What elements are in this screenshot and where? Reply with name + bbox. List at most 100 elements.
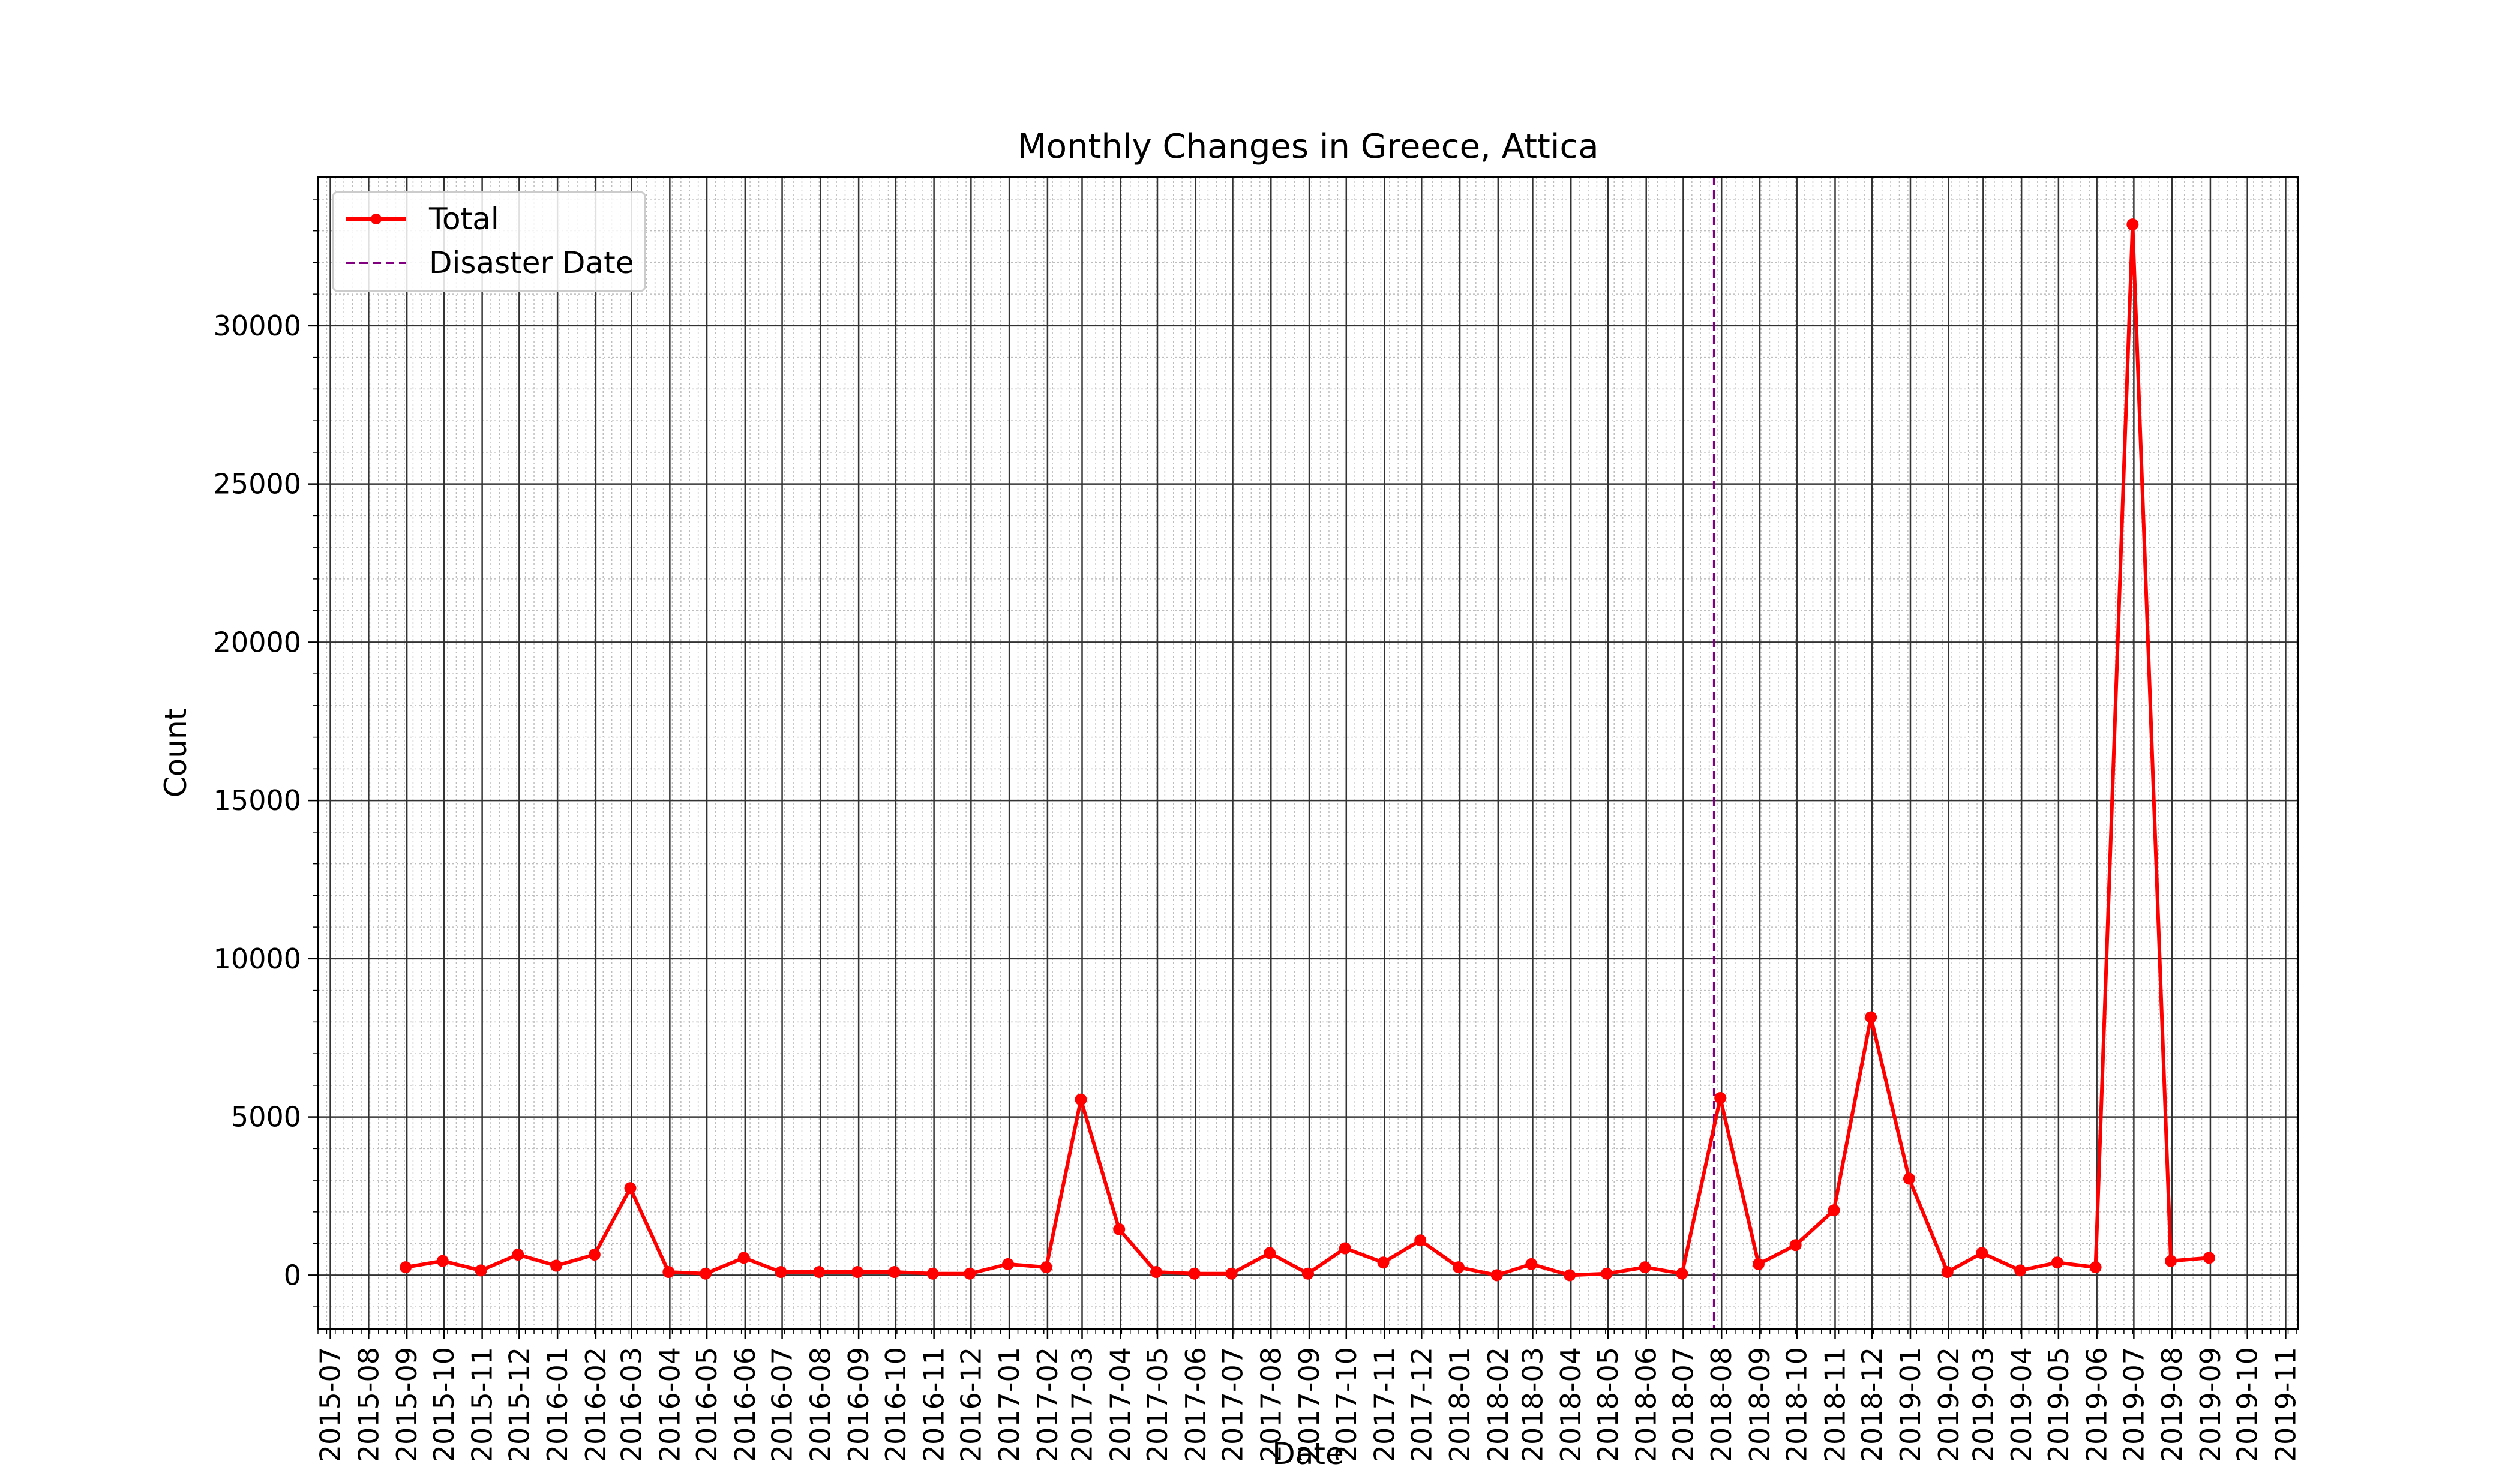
y-axis-label: Count (158, 709, 193, 798)
x-tick-label: 2018-01 (1444, 1347, 1476, 1462)
x-tick-label: 2017-12 (1405, 1347, 1438, 1462)
data-point (1113, 1223, 1126, 1235)
data-point (1752, 1258, 1765, 1270)
data-point (436, 1255, 449, 1267)
data-point (400, 1261, 412, 1274)
legend-label-total: Total (428, 202, 499, 236)
x-tick-label: 2015-07 (314, 1347, 347, 1462)
data-point (851, 1266, 864, 1279)
data-point (737, 1252, 750, 1264)
data-point (550, 1259, 563, 1272)
data-point (588, 1249, 601, 1261)
data-point (1339, 1242, 1351, 1255)
data-point (1188, 1267, 1201, 1280)
x-tick-label: 2018-12 (1856, 1347, 1888, 1462)
data-point (926, 1267, 939, 1280)
x-tick-label: 2017-06 (1180, 1347, 1212, 1462)
x-tick-label: 2016-09 (842, 1347, 875, 1462)
x-tick-label: 2016-12 (955, 1347, 987, 1462)
x-tick-label: 2016-10 (880, 1347, 912, 1462)
x-tick-label: 2016-04 (653, 1347, 686, 1462)
x-tick-label: 2017-11 (1369, 1347, 1401, 1462)
x-tick-label: 2019-10 (2231, 1347, 2264, 1462)
data-point (2203, 1252, 2215, 1264)
data-point (1828, 1204, 1840, 1217)
y-tick-label: 25000 (214, 468, 301, 500)
data-point (1264, 1247, 1276, 1259)
data-point (1150, 1266, 1162, 1279)
data-point (2089, 1261, 2102, 1274)
data-point (1225, 1267, 1238, 1280)
data-point (1676, 1267, 1688, 1280)
data-point (1075, 1093, 1087, 1106)
x-tick-label: 2017-02 (1031, 1347, 1064, 1462)
data-point (624, 1182, 637, 1195)
series-total (400, 218, 2215, 1282)
minor-grid (317, 177, 2298, 1329)
x-tick-label: 2019-06 (2081, 1347, 2113, 1462)
y-tick-label: 15000 (214, 784, 301, 817)
data-point (1600, 1267, 1613, 1280)
x-tick-label: 2016-06 (729, 1347, 761, 1462)
y-tick-label: 10000 (214, 943, 301, 975)
data-point (2051, 1256, 2063, 1269)
x-tick-label: 2018-02 (1482, 1347, 1514, 1462)
data-point (888, 1266, 901, 1279)
data-point (1302, 1267, 1314, 1280)
data-point (512, 1249, 524, 1261)
chart-title: Monthly Changes in Greece, Attica (1017, 127, 1598, 166)
data-point (1414, 1234, 1427, 1247)
data-point (662, 1266, 675, 1279)
y-tick-label: 30000 (214, 310, 301, 342)
x-tick-label: 2017-08 (1255, 1347, 1287, 1462)
legend-box (332, 191, 646, 292)
x-tick-label: 2018-09 (1744, 1347, 1776, 1462)
x-tick-label: 2016-05 (691, 1347, 723, 1462)
data-point (1903, 1172, 1915, 1185)
x-tick-label: 2018-10 (1781, 1347, 1813, 1462)
major-grid (318, 177, 2298, 1329)
x-tick-label: 2018-06 (1630, 1347, 1663, 1462)
y-tick-label: 5000 (231, 1101, 301, 1133)
x-tick-label: 2017-03 (1066, 1347, 1099, 1462)
x-tick-label: 2015-08 (352, 1347, 385, 1462)
legend-marker-total (371, 214, 382, 224)
x-tick-label: 2019-02 (1933, 1347, 1965, 1462)
x-tick-label: 2018-03 (1516, 1347, 1549, 1462)
data-point (2014, 1264, 2027, 1277)
x-tick-label: 2017-07 (1217, 1347, 1249, 1462)
x-tick-label: 2015-09 (391, 1347, 423, 1462)
x-tick-label: 2016-07 (766, 1347, 799, 1462)
x-tick-label: 2018-08 (1705, 1347, 1738, 1462)
x-tick-label: 2015-11 (466, 1347, 499, 1462)
data-point (813, 1266, 826, 1279)
data-point (475, 1264, 487, 1277)
x-tick-label: 2018-04 (1555, 1347, 1587, 1462)
x-tick-label: 2017-09 (1293, 1347, 1325, 1462)
data-point (1040, 1261, 1052, 1274)
x-axis-label: Date (1272, 1436, 1344, 1470)
x-tick-label: 2017-04 (1104, 1347, 1136, 1462)
data-point (1564, 1269, 1576, 1282)
x-tick-label: 2019-04 (2005, 1347, 2038, 1462)
x-tick-label: 2017-05 (1141, 1347, 1174, 1462)
data-point (1525, 1258, 1538, 1270)
data-point (964, 1267, 976, 1280)
legend-label-disaster: Disaster Date (429, 245, 634, 280)
x-axis: 2015-07 2015-08 2015-09 2015-10 2015-11 2015-… (314, 1329, 2302, 1462)
x-tick-label: 2019-08 (2156, 1347, 2188, 1462)
x-tick-label: 2016-03 (616, 1347, 648, 1462)
x-tick-label: 2019-09 (2194, 1347, 2227, 1462)
x-tick-label: 2018-05 (1592, 1347, 1624, 1462)
data-point (700, 1267, 712, 1280)
data-point (2126, 218, 2139, 231)
x-tick-label: 2015-10 (428, 1347, 460, 1462)
data-point (2165, 1255, 2177, 1267)
x-tick-label: 2019-01 (1894, 1347, 1927, 1462)
x-tick-label: 2017-10 (1330, 1347, 1363, 1462)
x-tick-label: 2019-03 (1967, 1347, 1999, 1462)
data-point (1002, 1258, 1015, 1270)
x-tick-label: 2016-02 (580, 1347, 612, 1462)
